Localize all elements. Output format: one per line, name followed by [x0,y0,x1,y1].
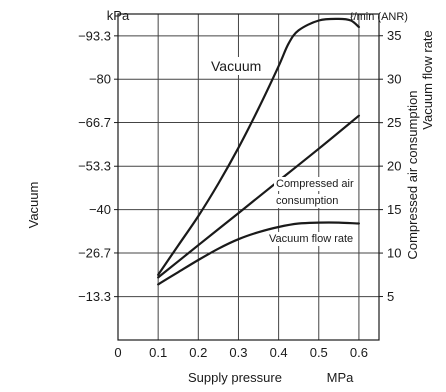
y-left-tick-label: −66.7 [78,115,111,130]
annotation-background [267,232,356,246]
annotation-compressed-air-line-1: Compressed air [276,178,354,190]
y-right-tick-labels: 5 10 15 20 25 30 35 [379,28,401,304]
series-layer [157,17,360,286]
y-left-unit: kPa [107,8,130,23]
annotation-background [209,57,264,75]
series-line-vacuum-flow-rate [157,221,360,286]
x-tick-label: 0.1 [149,345,167,360]
y-left-tick-labels: −13.3 −26.7 −40 −53.3 −66.7 −80 −93.3 [78,28,118,304]
y-right-tick-label: 5 [387,289,394,304]
annotation-vacuum-flow-rate: Vacuum flow rate [269,233,353,245]
x-tick-labels: 0 0.1 0.2 0.3 0.4 0.5 0.6 [114,345,368,360]
y-right-tick-label: 35 [387,28,401,43]
y-left-tick-label: −80 [89,72,111,87]
y-left-tick-label: −26.7 [78,245,111,260]
series-line-compressed-air-consumption [157,114,360,279]
y-left-tick-label: −93.3 [78,28,111,43]
x-axis-unit: MPa [327,370,355,385]
y-right-tick-label: 10 [387,246,401,261]
x-axis-title: Supply pressure [188,370,282,385]
y-left-title: Vacuum [26,182,41,229]
series-line-vacuum [157,17,360,276]
y-right-title-line-1: Compressed air consumption [405,90,420,259]
x-tick-label: 0.3 [229,345,247,360]
y-right-title-line-2: Vacuum flow rate [420,30,435,129]
y-left-tick-label: −53.3 [78,159,111,174]
y-right-tick-label: 30 [387,72,401,87]
y-left-tick-label: −13.3 [78,289,111,304]
plot-frame [117,13,380,341]
x-tick-label: 0.5 [310,345,328,360]
y-left-tick-label: −40 [89,202,111,217]
y-right-tick-label: 15 [387,202,401,217]
annotation-vacuum: Vacuum [211,58,261,74]
x-tick-label: 0.6 [350,345,368,360]
x-tick-label: 0.2 [189,345,207,360]
x-tick-label: 0.4 [270,345,288,360]
annotation-compressed-air-line-2: consumption [276,195,338,207]
y-right-tick-label: 20 [387,159,401,174]
annotation-background [274,177,356,191]
y-right-tick-label: 25 [387,115,401,130]
y-right-unit: ℓ/min (ANR) [350,11,408,23]
annotation-background [274,194,341,208]
x-tick-label: 0 [114,345,121,360]
